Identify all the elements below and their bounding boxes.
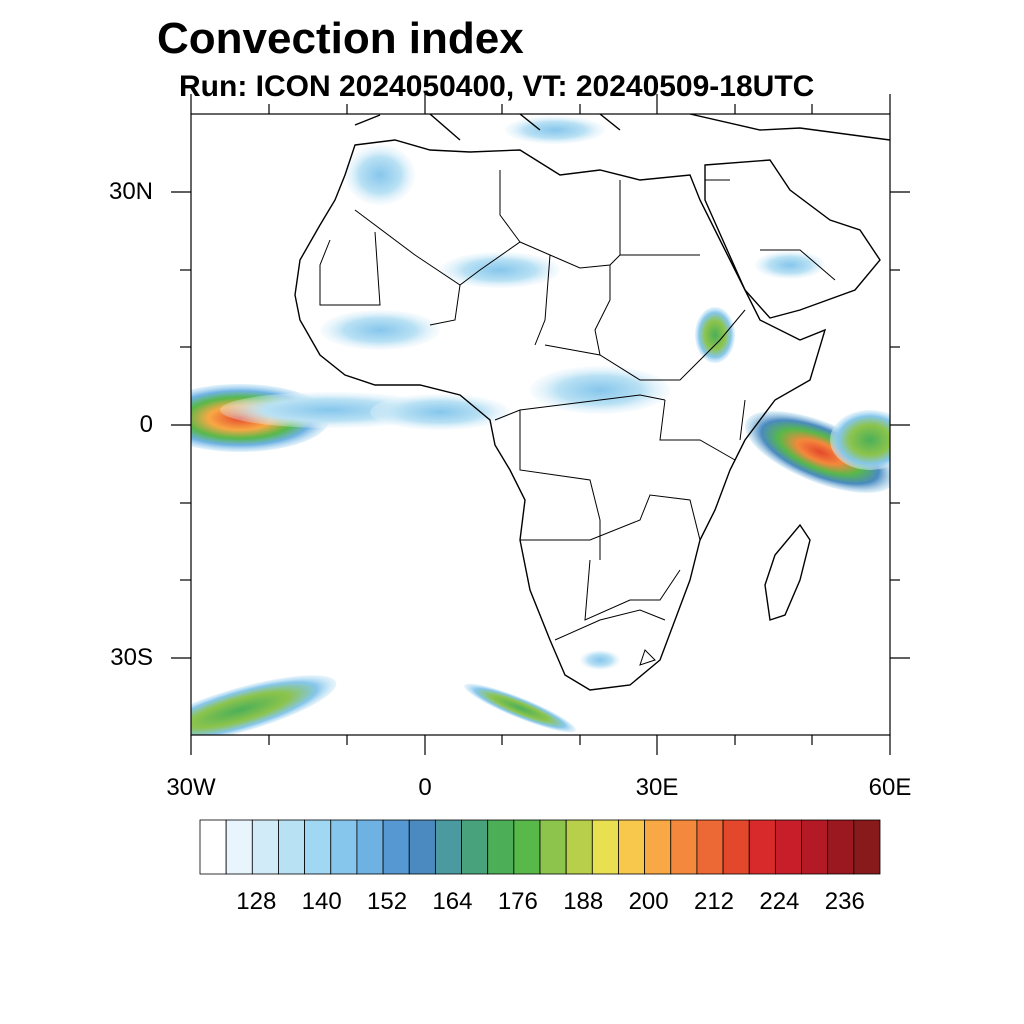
border-line bbox=[499, 170, 700, 256]
colorbar-box bbox=[565, 819, 593, 875]
lon-label-30w: 30W bbox=[166, 774, 216, 801]
africa-coastline bbox=[294, 139, 827, 691]
border-line bbox=[659, 399, 746, 461]
colorbar-box bbox=[644, 819, 672, 875]
colorbar-box bbox=[853, 819, 881, 875]
arabia-coastline bbox=[704, 159, 881, 319]
lat-label-30n: 30N bbox=[108, 178, 153, 205]
border-line bbox=[544, 309, 746, 381]
convection-cell-east-edge bbox=[830, 410, 890, 470]
colorbar-box bbox=[591, 819, 619, 875]
colorbar-box bbox=[618, 819, 646, 875]
border-line bbox=[319, 231, 381, 306]
colorbar-box bbox=[696, 819, 724, 875]
colorbar-box bbox=[461, 819, 489, 875]
colorbar-label: 212 bbox=[693, 888, 735, 915]
convection-cell-south-africa bbox=[464, 683, 576, 733]
colorbar-box bbox=[304, 819, 332, 875]
convection-patch-sahara bbox=[440, 252, 560, 288]
border-line bbox=[494, 394, 666, 560]
europe-coastline bbox=[354, 114, 890, 141]
colorbar-box bbox=[513, 819, 541, 875]
colorbar-box bbox=[278, 819, 306, 875]
convection-band-guinea bbox=[370, 394, 510, 430]
lat-label-0: 0 bbox=[139, 411, 153, 438]
convection-patch-arabia bbox=[755, 251, 825, 279]
border-line bbox=[704, 179, 836, 281]
colorbar-box bbox=[670, 819, 698, 875]
colorbar-box bbox=[382, 819, 410, 875]
colorbar-box bbox=[748, 819, 776, 875]
colorbar bbox=[199, 819, 881, 875]
convection-patch-sahel bbox=[320, 310, 440, 350]
colorbar-box bbox=[722, 819, 750, 875]
colorbar-box bbox=[225, 819, 253, 875]
colorbar-box bbox=[774, 819, 802, 875]
convection-patch-ethiopia bbox=[695, 307, 735, 363]
lon-label-0: 0 bbox=[418, 774, 432, 801]
colorbar-box bbox=[408, 819, 436, 875]
colorbar-box bbox=[199, 819, 227, 875]
colorbar-label: 188 bbox=[563, 888, 604, 915]
lon-label-30e: 30E bbox=[635, 774, 679, 801]
convection-patch-mediterranean bbox=[505, 116, 605, 144]
border-line bbox=[520, 494, 701, 621]
convection-patch-central bbox=[530, 366, 670, 414]
colorbar-box bbox=[801, 819, 829, 875]
colorbar-box bbox=[827, 819, 855, 875]
colorbar-label: 200 bbox=[628, 888, 669, 915]
convection-patch-morocco bbox=[345, 145, 415, 205]
colorbar-box bbox=[539, 819, 567, 875]
colorbar-box bbox=[487, 819, 515, 875]
colorbar-label: 140 bbox=[301, 888, 342, 915]
border-line bbox=[429, 254, 611, 356]
border-line bbox=[554, 609, 666, 666]
colorbar-label: 152 bbox=[367, 888, 408, 915]
coastlines bbox=[294, 114, 890, 691]
madagascar-coastline bbox=[764, 523, 811, 621]
colorbar-box bbox=[330, 819, 358, 875]
convection-patch-southern bbox=[580, 650, 620, 670]
colorbar-box bbox=[434, 819, 462, 875]
convection-field bbox=[191, 116, 890, 735]
map-title: Convection index bbox=[157, 14, 524, 63]
lat-label-30s: 30S bbox=[110, 644, 153, 671]
colorbar-label: 236 bbox=[824, 888, 865, 915]
map-subtitle: Run: ICON 2024050400, VT: 20240509-18UTC bbox=[179, 70, 815, 103]
colorbar-label: 176 bbox=[497, 888, 538, 915]
colorbar-label: 128 bbox=[236, 888, 277, 915]
colorbar-label: 224 bbox=[759, 888, 800, 915]
convection-cell-south-atlantic bbox=[191, 675, 337, 735]
axis-ticks bbox=[171, 94, 910, 755]
convection-cell-indian-ocean bbox=[744, 411, 890, 493]
border-line bbox=[354, 180, 621, 286]
lon-label-60e: 60E bbox=[868, 774, 912, 801]
colorbar-label: 164 bbox=[432, 888, 473, 915]
colorbar-box bbox=[356, 819, 384, 875]
country-borders bbox=[319, 170, 836, 666]
colorbar-box bbox=[251, 819, 279, 875]
